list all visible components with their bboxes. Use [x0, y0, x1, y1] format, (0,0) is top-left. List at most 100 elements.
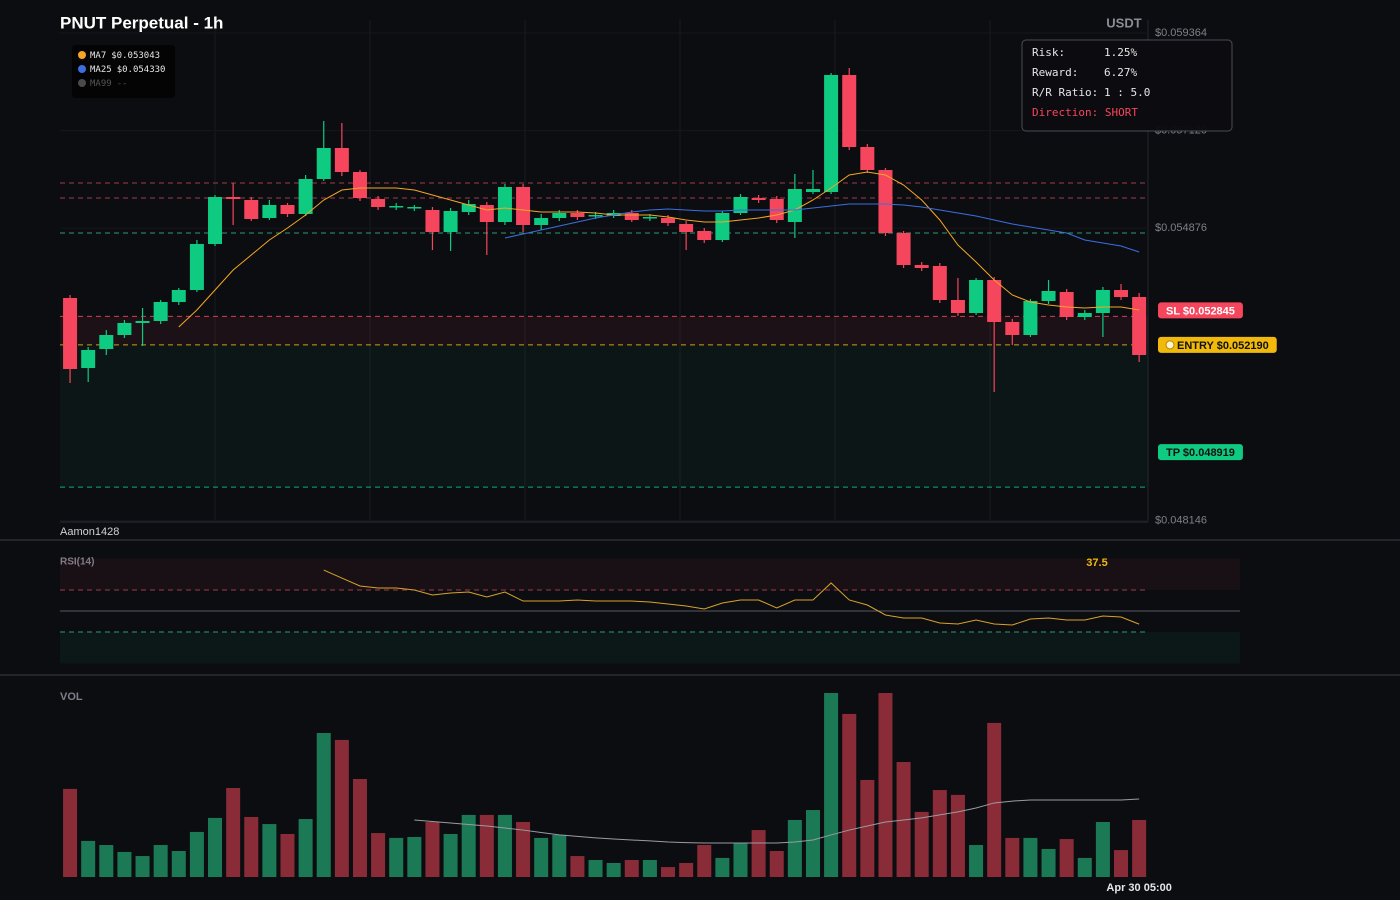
price-tag — [1158, 336, 1277, 353]
rsi-line — [323, 569, 1140, 626]
chart-title: PNUT Perpetual - 1h — [60, 13, 223, 32]
volume-bar — [371, 833, 386, 877]
volume-bar — [534, 837, 549, 877]
volume-bar — [624, 859, 639, 877]
legend-entry: MA99 -- — [90, 79, 128, 89]
volume-bar — [878, 692, 893, 877]
candle-body — [842, 75, 857, 147]
volume-bar — [407, 836, 422, 877]
volume-bar — [733, 842, 748, 877]
candle-body — [189, 244, 204, 290]
candle-body — [479, 205, 494, 222]
legend-value: $0.054330 — [117, 65, 166, 75]
price-tag-label: TP $0.048919 — [1166, 447, 1235, 459]
candle-body — [987, 280, 1002, 322]
candle-body — [950, 300, 965, 313]
volume-bar — [679, 862, 694, 877]
volume-bar — [552, 834, 567, 877]
candle-body — [461, 204, 476, 212]
candle-body — [642, 217, 657, 219]
candle-body — [443, 211, 458, 232]
candle-body — [661, 218, 676, 223]
price-tag-label: SL $0.052845 — [1166, 305, 1235, 317]
candle-body — [516, 187, 531, 225]
candle-body — [316, 148, 331, 179]
volume-bar — [461, 814, 476, 877]
candle-body — [697, 231, 712, 240]
volume-bar — [1005, 837, 1020, 877]
rsi-title: RSI(14) — [60, 557, 94, 568]
watermark: Aamon1428 — [60, 526, 119, 538]
candle-body — [226, 197, 241, 199]
candle-body — [805, 189, 820, 192]
oversold-band — [60, 632, 1240, 664]
volume-bar — [1114, 850, 1129, 877]
info-label: Reward: — [1032, 66, 1078, 79]
overbought-band — [60, 558, 1240, 590]
legend-marker — [78, 51, 86, 59]
candle-body — [624, 213, 639, 220]
candle-body — [1041, 291, 1056, 301]
volume-bar — [1041, 848, 1056, 877]
legend-entry: MA7 $0.053043 — [90, 51, 160, 61]
volume-bar — [334, 739, 349, 877]
volume-bar — [298, 819, 313, 877]
info-value: 6.27% — [1104, 66, 1137, 79]
legend-marker — [78, 79, 86, 87]
volume-bar — [63, 788, 78, 877]
volume-bar — [389, 837, 404, 877]
candle-body — [171, 290, 186, 302]
volume-bar — [189, 831, 204, 877]
info-label: R/R Ratio: — [1032, 86, 1098, 99]
candle-body — [244, 200, 259, 219]
volume-bar — [352, 779, 367, 877]
price-tag-label: ENTRY $0.052190 — [1177, 340, 1269, 352]
rsi-current: 37.5 — [1086, 557, 1107, 569]
candle-body — [371, 199, 386, 207]
volume-bar — [99, 845, 114, 877]
legend-marker — [78, 65, 86, 73]
volume-bar — [443, 833, 458, 877]
candle-body — [896, 233, 911, 265]
volume-bar — [1023, 837, 1038, 877]
candle-body — [751, 198, 766, 200]
candle-body — [679, 224, 694, 232]
price-tag — [1158, 302, 1243, 319]
y-tick-label: $0.059364 — [1155, 27, 1207, 39]
axis-unit: USDT — [1106, 15, 1141, 30]
candle-body — [352, 172, 367, 198]
volume-bar — [606, 862, 621, 877]
volume-bar — [697, 845, 712, 877]
legend-name: MA99 — [90, 79, 112, 89]
candle-body — [407, 207, 422, 209]
price-tag — [1158, 444, 1243, 461]
candle-body — [497, 187, 512, 222]
candle-body — [534, 218, 549, 225]
volume-bar — [81, 840, 96, 877]
candle-body — [588, 215, 603, 217]
candle-body — [932, 266, 947, 300]
candle-body — [878, 170, 893, 233]
candle-body — [1005, 322, 1020, 335]
volume-bar — [570, 856, 585, 877]
candle-body — [860, 147, 875, 170]
x-tick-label: Apr 30 05:00 — [1106, 882, 1171, 894]
volume-bar — [316, 733, 331, 877]
candle-body — [1059, 292, 1074, 317]
volume-bar — [244, 816, 259, 877]
candle-body — [1095, 290, 1110, 313]
volume-bar — [642, 859, 657, 877]
volume-bar — [769, 851, 784, 877]
candle-body — [81, 350, 96, 368]
volume-bar — [135, 856, 150, 877]
volume-bar — [824, 692, 839, 877]
info-direction: Direction: SHORT — [1032, 106, 1138, 119]
volume-bar — [208, 817, 223, 877]
legend-box — [72, 45, 175, 98]
volume-bar — [1059, 839, 1074, 877]
ma-line — [178, 171, 1140, 328]
volume-title: VOL — [60, 691, 83, 703]
candle-body — [914, 265, 929, 268]
volume-bar — [860, 779, 875, 877]
